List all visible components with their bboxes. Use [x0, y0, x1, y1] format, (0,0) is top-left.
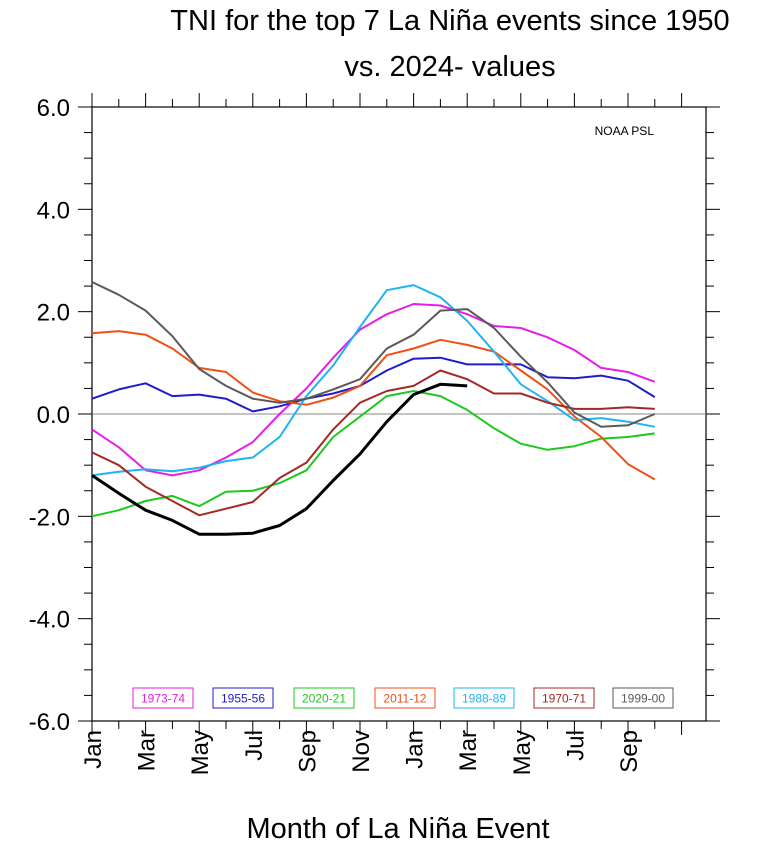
legend-box-1999-00 [612, 687, 674, 709]
series-line-1988-89 [91, 284, 655, 477]
legend-label-1955-56: 1955-56 [221, 692, 265, 706]
series-line-2024- [91, 382, 468, 536]
legend-label-1988-89: 1988-89 [462, 692, 506, 706]
x-tick-label: Jan [80, 730, 107, 769]
y-tick-label: 4.0 [37, 197, 70, 224]
y-tick-label: 0.0 [37, 402, 70, 429]
y-tick-label: -6.0 [29, 709, 70, 736]
x-tick-label: May [509, 730, 536, 775]
legend-label-2011-12: 2011-12 [383, 692, 426, 706]
x-tick-label: Jan [402, 730, 429, 769]
legend-box-1970-71 [533, 687, 595, 709]
series-line-1970-71 [91, 369, 655, 517]
x-tick-label: Jul [241, 730, 268, 761]
x-tick-labels: Jan Mar May Jul Sep Nov Jan Mar May Jul Sep [80, 730, 643, 775]
legend-label-1973-74: 1973-74 [141, 692, 185, 706]
series-line-2020-21 [91, 390, 655, 518]
legend-box-2020-21 [293, 687, 355, 709]
y-tick-label: -2.0 [29, 504, 70, 531]
legend-box-2011-12 [374, 687, 436, 709]
y-tick-label: -4.0 [29, 607, 70, 634]
series-line-1973-74 [91, 303, 656, 477]
legend-box-1955-56 [212, 687, 274, 709]
axis-ticks [78, 93, 720, 735]
series-line-1955-56 [91, 356, 656, 413]
y-tick-label: 6.0 [37, 95, 70, 122]
series-lines [91, 281, 656, 536]
source-note: NOAA PSL [595, 124, 655, 138]
legend-box-1988-89 [453, 687, 515, 709]
y-tick-labels: 6.0 4.0 2.0 0.0 -2.0 -4.0 -6.0 [29, 95, 70, 736]
series-line-1999-00 [91, 281, 656, 428]
chart-subtitle: vs. 2024- values [344, 51, 555, 83]
chart-title: TNI for the top 7 La Niña events since 1… [170, 5, 729, 37]
x-axis-label: Month of La Niña Event [246, 813, 549, 845]
y-tick-label: 2.0 [37, 300, 70, 327]
legend-label-1970-71: 1970-71 [542, 692, 586, 706]
x-tick-label: Mar [455, 730, 482, 771]
legend-box-1973-74 [132, 687, 194, 709]
series-line-2011-12 [91, 330, 656, 481]
legend: 1973-74 1955-56 2020-21 2011-12 1988-89 1970-… [132, 687, 674, 709]
x-tick-label: Sep [294, 730, 321, 773]
x-tick-label: Mar [134, 730, 161, 771]
x-tick-label: Nov [348, 730, 375, 773]
legend-label-2020-21: 2020-21 [302, 692, 346, 706]
x-tick-label: Jul [562, 730, 589, 761]
legend-label-1999-00: 1999-00 [621, 692, 665, 706]
x-tick-label: Sep [616, 730, 643, 773]
x-tick-label: May [187, 730, 214, 775]
